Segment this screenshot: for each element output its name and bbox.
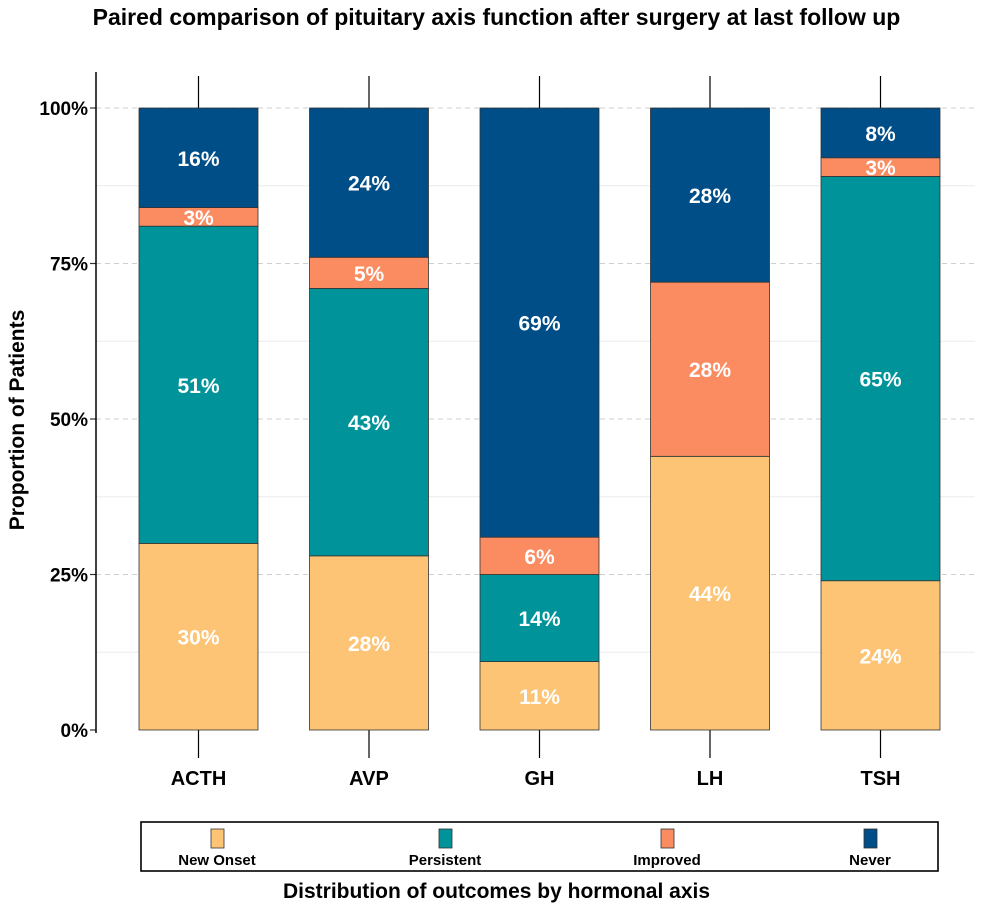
bar-segment <box>479 574 600 662</box>
data-label: 28% <box>689 359 731 382</box>
bar-segment <box>650 281 770 457</box>
data-label: 51% <box>177 375 219 398</box>
y-tick-label: 100% <box>39 99 88 120</box>
data-label: 3% <box>183 207 214 230</box>
bar-segment <box>138 225 259 544</box>
legend-box <box>140 821 939 872</box>
x-tick-label: ACTH <box>171 768 227 790</box>
bar-segment <box>309 555 429 731</box>
data-label: 24% <box>859 645 901 668</box>
data-label: 28% <box>689 185 731 208</box>
bar-segment <box>138 107 259 208</box>
y-tick-label: 25% <box>50 566 88 587</box>
x-tick-label: LH <box>697 768 724 790</box>
data-label: 6% <box>524 546 555 569</box>
data-label: 8% <box>865 123 896 146</box>
data-label: 43% <box>348 412 390 435</box>
bar-segment <box>479 536 600 575</box>
legend-label: Persistent <box>409 852 482 869</box>
y-tick-label: 0% <box>61 721 89 742</box>
bar-segment <box>309 107 429 258</box>
data-label: 14% <box>518 608 560 631</box>
legend-swatch <box>863 828 878 849</box>
data-label: 44% <box>689 583 731 606</box>
bar-segment <box>820 107 941 159</box>
bar-segment <box>309 256 429 289</box>
bar-segment <box>138 543 259 731</box>
x-axis-label: Distribution of outcomes by hormonal axi… <box>282 880 711 903</box>
x-tick-label: TSH <box>861 768 901 790</box>
legend-swatch <box>660 828 675 849</box>
bar-segment <box>820 176 941 582</box>
bar-segment <box>820 580 941 731</box>
y-tick-label: 75% <box>50 255 88 276</box>
data-label: 24% <box>348 173 390 196</box>
data-label: 5% <box>354 263 385 286</box>
data-label: 69% <box>518 313 560 336</box>
data-label: 11% <box>519 686 560 709</box>
data-label: 16% <box>177 148 219 171</box>
data-label: 30% <box>177 627 219 650</box>
chart-title: Paired comparison of pituitary axis func… <box>92 4 901 30</box>
data-label: 28% <box>348 633 390 656</box>
legend-swatch <box>210 828 225 849</box>
y-tick-label: 50% <box>50 410 88 431</box>
legend-label: New Onset <box>178 852 256 869</box>
legend-swatch <box>438 828 453 849</box>
bar-segment <box>650 455 770 731</box>
bar-segment <box>309 287 429 557</box>
x-tick-label: GH <box>525 768 555 790</box>
x-tick-label: AVP <box>349 768 389 790</box>
data-label: 3% <box>865 157 896 180</box>
legend-label: Improved <box>633 852 701 869</box>
legend-label: Never <box>849 852 891 869</box>
bar-segment <box>479 107 600 538</box>
data-label: 65% <box>859 369 901 392</box>
bar-segment <box>479 661 600 731</box>
bar-segment <box>650 107 770 283</box>
